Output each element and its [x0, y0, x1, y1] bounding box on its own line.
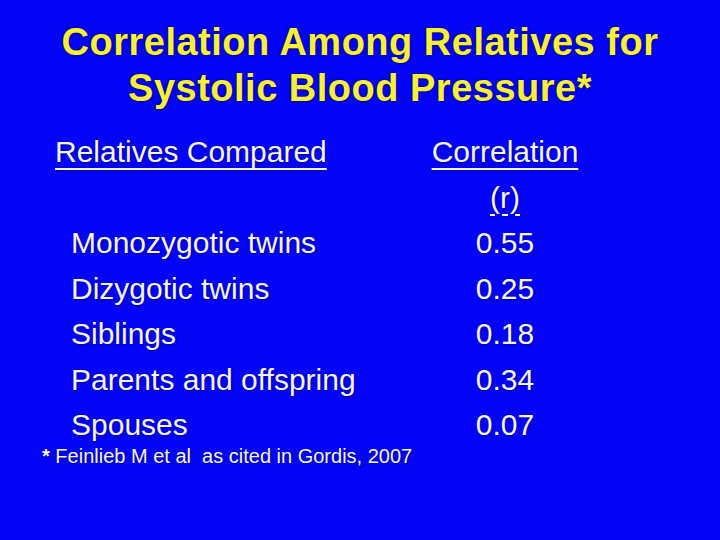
table-row: Siblings 0.18: [55, 311, 600, 357]
column-header-correlation-label: Correlation (r): [432, 135, 579, 214]
slide-title: Correlation Among Relatives for Systolic…: [0, 0, 720, 111]
correlation-table: Relatives Compared Correlation (r) Monoz…: [55, 129, 600, 448]
footnote-citation: * Feinlieb M et al as cited in Gordis, 2…: [42, 443, 412, 469]
row-label: Spouses: [55, 402, 415, 448]
footnote-asterisk: *: [42, 445, 50, 467]
row-label: Siblings: [55, 311, 415, 357]
row-value: 0.25: [415, 266, 595, 312]
column-header-relatives: Relatives Compared: [55, 129, 415, 220]
row-value: 0.34: [415, 357, 595, 403]
column-header-relatives-label: Relatives Compared: [55, 135, 327, 168]
row-label: Parents and offspring: [55, 357, 415, 403]
slide-title-line1: Correlation Among Relatives for: [0, 19, 720, 65]
column-header-correlation: Correlation (r): [415, 129, 595, 220]
presentation-slide: Correlation Among Relatives for Systolic…: [0, 0, 720, 540]
table-row: Spouses 0.07: [55, 402, 600, 448]
slide-title-line2: Systolic Blood Pressure*: [0, 65, 720, 111]
row-value: 0.07: [415, 402, 595, 448]
table-row: Monozygotic twins 0.55: [55, 220, 600, 266]
table-row: Parents and offspring 0.34: [55, 357, 600, 403]
row-value: 0.18: [415, 311, 595, 357]
row-label: Dizygotic twins: [55, 266, 415, 312]
row-label: Monozygotic twins: [55, 220, 415, 266]
row-value: 0.55: [415, 220, 595, 266]
table-header-row: Relatives Compared Correlation (r): [55, 129, 600, 220]
table-row: Dizygotic twins 0.25: [55, 266, 600, 312]
footnote-text: Feinlieb M et al as cited in Gordis, 200…: [50, 445, 412, 467]
